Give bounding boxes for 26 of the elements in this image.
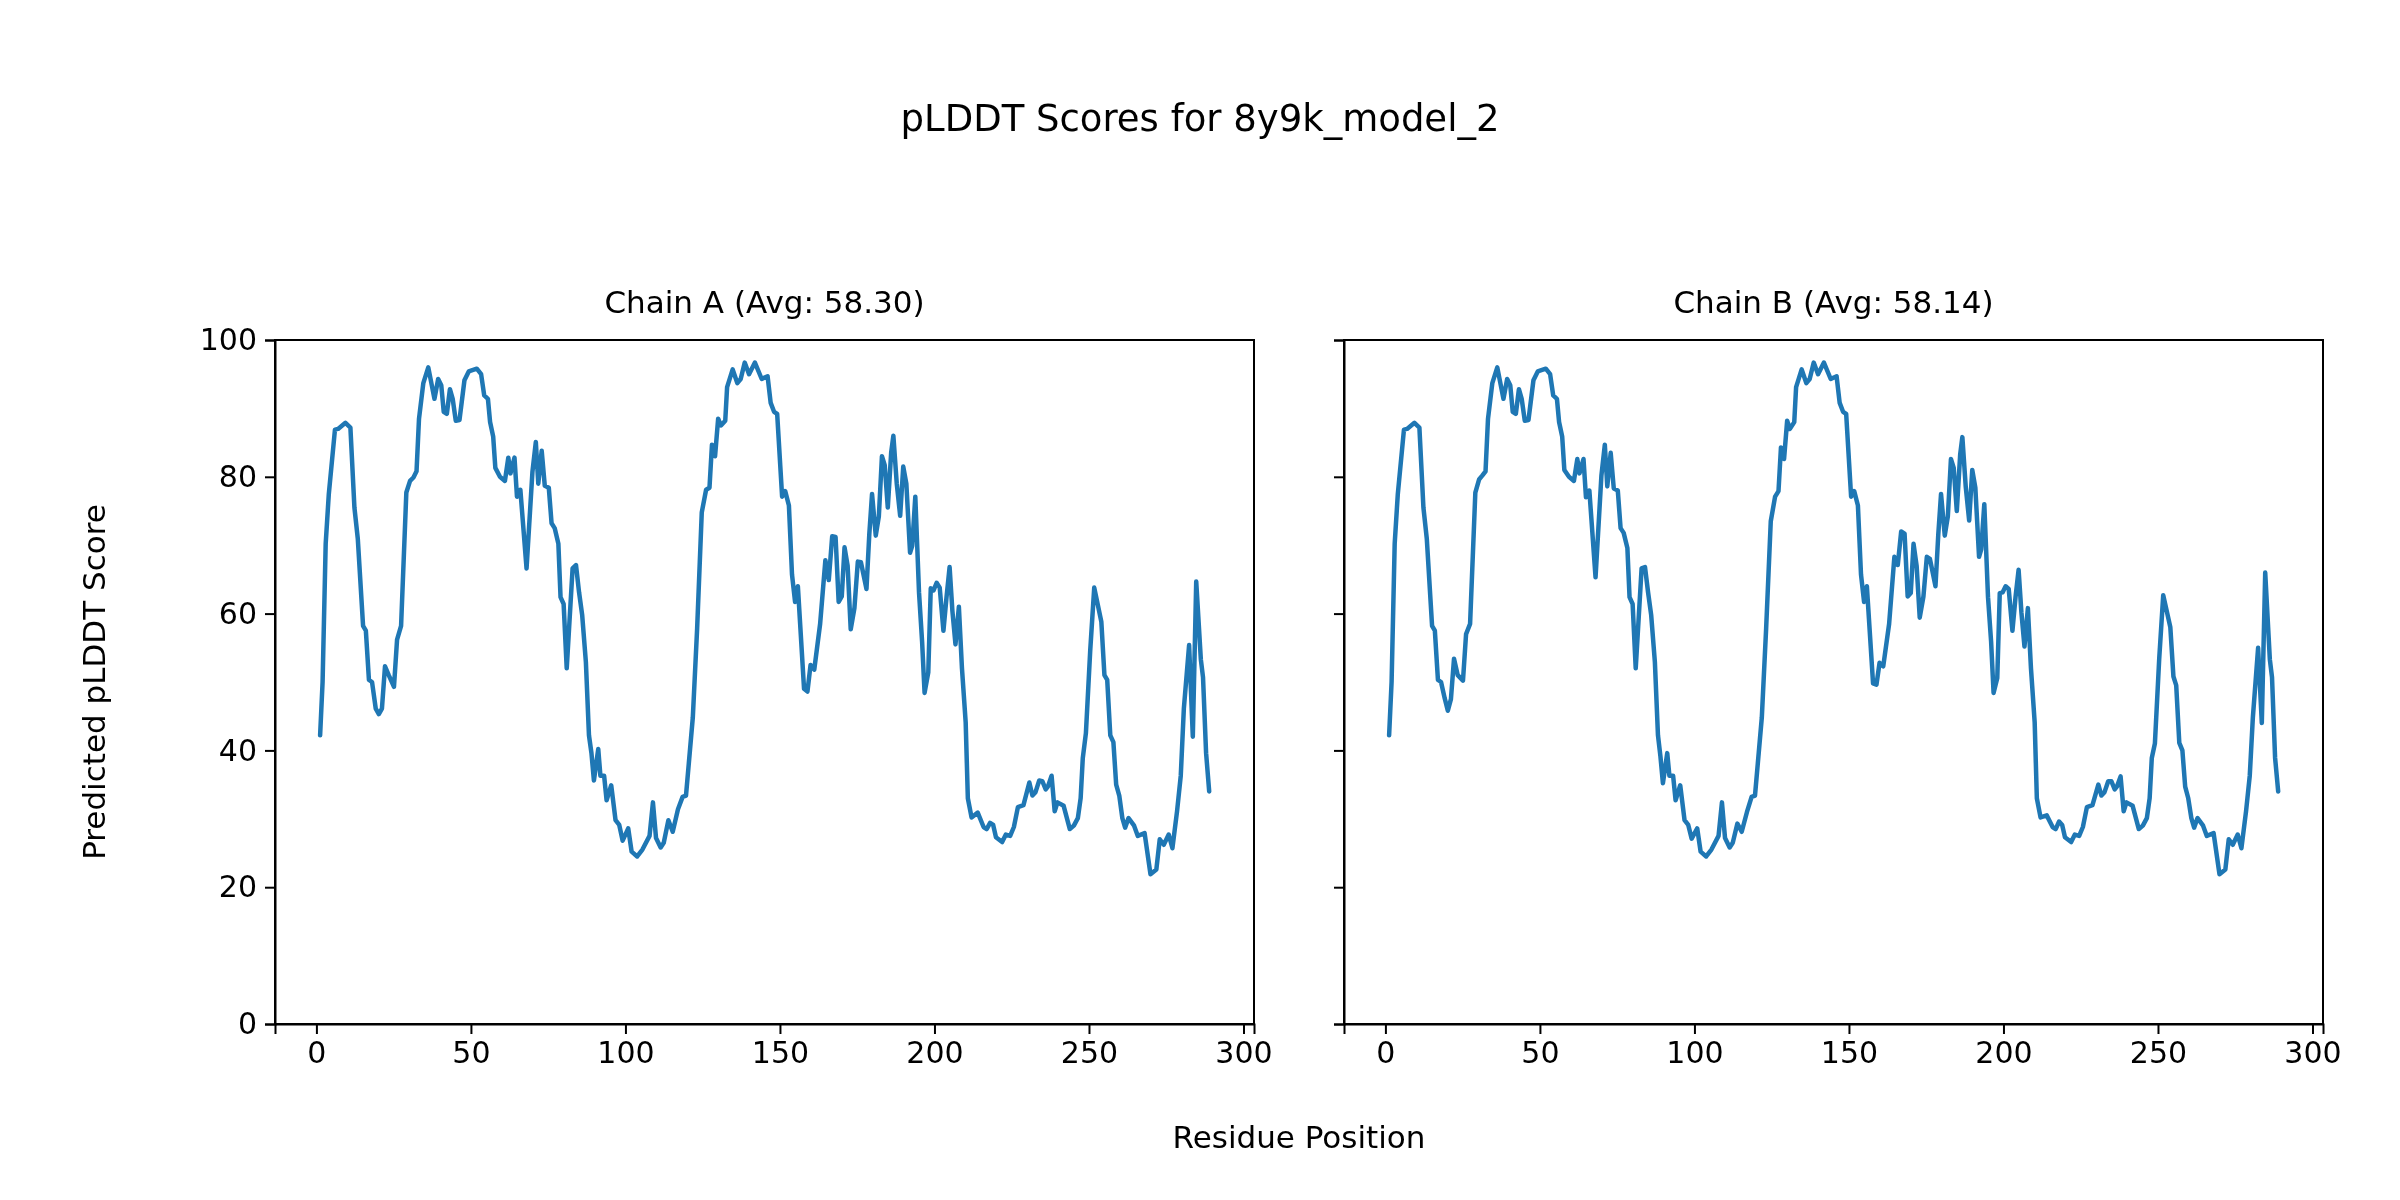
- y-tick-label: 80: [218, 458, 257, 494]
- y-tick-label: 20: [218, 869, 257, 905]
- x-tick-label: 0: [1376, 1035, 1396, 1071]
- x-tick-label: 150: [1820, 1035, 1879, 1071]
- x-axis-title: Residue Position: [1172, 1119, 1426, 1155]
- text: pLDDT Scores for 8y9k_model_2: [900, 97, 1500, 140]
- chart-title: Chain A (Avg: 58.30): [604, 284, 925, 320]
- x-tick-label: 200: [1975, 1035, 2033, 1071]
- x-tick-label: 0: [307, 1035, 327, 1071]
- line-series: [317, 360, 1212, 877]
- x-tick-label: 150: [751, 1035, 810, 1071]
- x-tick-label: 50: [1521, 1035, 1560, 1071]
- x-tick-label: 50: [452, 1035, 491, 1071]
- x-tick-label: 250: [1060, 1035, 1119, 1071]
- x-tick-label: 300: [2284, 1035, 2342, 1071]
- x-tick-label: 250: [2129, 1035, 2188, 1071]
- x-tick-label: 100: [597, 1035, 655, 1071]
- x-tick-label: 200: [906, 1035, 964, 1071]
- x-tick-label: 300: [1215, 1035, 1273, 1071]
- chart-title: Chain B (Avg: 58.14): [1673, 284, 1994, 320]
- y-tick-label: 100: [199, 322, 257, 358]
- x-tick-label: 100: [1666, 1035, 1724, 1071]
- y-tick-label: 60: [218, 595, 257, 631]
- y-tick-label: 40: [218, 732, 257, 768]
- y-tick-label: 0: [237, 1006, 257, 1042]
- y-axis-title: Predicted pLDDT Score: [76, 504, 112, 860]
